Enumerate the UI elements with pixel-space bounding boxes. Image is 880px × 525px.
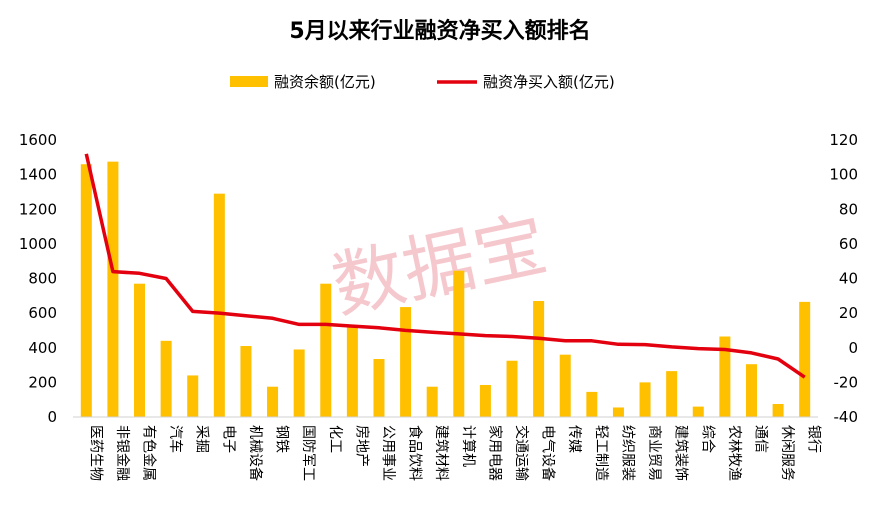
bar	[346, 326, 358, 417]
y-left-tick-label: 200	[28, 373, 57, 391]
legend-label-line: 融资净买入额(亿元)	[483, 73, 615, 91]
bar	[772, 404, 784, 417]
y-left-tick-label: 1600	[19, 131, 57, 149]
plot-area: 0 200 400 600 800 1000 1200 1400 1600 -40 -20 0 20 40…	[19, 131, 858, 481]
x-tick-label: 银行	[806, 425, 822, 453]
bar	[134, 283, 146, 417]
watermark: 数据宝	[325, 202, 554, 329]
legend-swatch-bar	[230, 76, 268, 87]
x-tick-label: 通信	[752, 425, 768, 453]
y-left-tick-label: 1000	[19, 235, 57, 253]
bar	[240, 346, 252, 417]
y-right-tick-label: 80	[839, 200, 858, 218]
y-left-tick-label: 0	[47, 408, 57, 426]
x-tick-label: 传媒	[566, 425, 582, 453]
x-tick-label: 钢铁	[274, 425, 290, 453]
x-tick-label: 机械设备	[247, 425, 264, 481]
bar	[80, 164, 92, 417]
x-tick-label: 农林牧渔	[726, 425, 742, 481]
bar	[320, 283, 332, 417]
y-right-tick-label: 60	[839, 235, 858, 253]
bar	[692, 406, 704, 417]
x-tick-label: 公用事业	[380, 425, 396, 481]
x-tick-label: 休闲服务	[779, 425, 795, 481]
x-tick-label: 交通运输	[513, 425, 530, 481]
x-tick-label: 采掘	[194, 425, 210, 453]
x-tick-label: 轻工制造	[593, 425, 609, 481]
y-left-tick-label: 600	[28, 304, 57, 322]
bar	[612, 407, 624, 417]
bar	[745, 364, 757, 417]
y-right-tick-label: -40	[834, 408, 859, 426]
y-right-tick-label: 0	[848, 339, 858, 357]
y-left-tick-label: 800	[28, 270, 57, 288]
y-right-tick-label: 40	[839, 270, 858, 288]
bar	[506, 360, 518, 417]
bar	[586, 391, 598, 417]
bar	[160, 340, 172, 417]
x-tick-label: 电子	[220, 425, 236, 453]
chart-title: 5月以来行业融资净买入额排名	[289, 18, 590, 44]
bar	[559, 354, 571, 417]
x-tick-label: 国防军工	[300, 425, 316, 481]
x-tick-label: 非银金融	[114, 425, 130, 481]
bar	[479, 384, 491, 417]
bar	[187, 375, 199, 417]
bar	[799, 301, 811, 417]
y-left-tick-label: 1400	[19, 166, 57, 184]
bar	[107, 161, 119, 417]
net-buy-line	[84, 153, 806, 379]
y-right-tick-label: 20	[839, 304, 858, 322]
x-tick-label: 计算机	[460, 425, 476, 467]
y-right-tick-label: -20	[834, 373, 859, 391]
bar	[426, 386, 438, 417]
x-tick-label: 商业贸易	[646, 425, 662, 481]
x-tick-label: 医药生物	[87, 425, 103, 481]
bar	[267, 386, 279, 417]
x-tick-label: 综合	[699, 425, 715, 453]
x-tick-label: 有色金属	[141, 425, 158, 481]
x-tick-label: 纺织服装	[619, 425, 635, 481]
y-left-tick-label: 400	[28, 339, 57, 357]
bar	[666, 371, 678, 417]
legend: 融资余额(亿元) 融资净买入额(亿元)	[230, 73, 615, 91]
y-right-tick-label: 100	[829, 166, 858, 184]
bar	[400, 307, 412, 417]
x-tick-label: 食品饮料	[407, 425, 424, 481]
bar	[639, 382, 651, 417]
x-tick-label: 汽车	[167, 425, 184, 453]
bar	[453, 270, 465, 417]
x-tick-label: 建筑装饰	[673, 425, 689, 481]
bar	[293, 349, 305, 417]
x-tick-label: 家用电器	[486, 425, 503, 481]
x-tick-label: 化工	[327, 425, 343, 453]
x-tick-label: 房地产	[353, 425, 369, 467]
bar	[373, 359, 385, 417]
bar	[533, 301, 545, 417]
legend-label-bar: 融资余额(亿元)	[274, 73, 376, 91]
x-tick-label: 建筑材料	[433, 425, 449, 481]
y-right-tick-label: 120	[829, 131, 858, 149]
x-tick-label: 电气设备	[540, 425, 557, 481]
bar	[719, 336, 731, 417]
y-left-tick-label: 1200	[19, 200, 57, 218]
bar	[213, 193, 225, 417]
